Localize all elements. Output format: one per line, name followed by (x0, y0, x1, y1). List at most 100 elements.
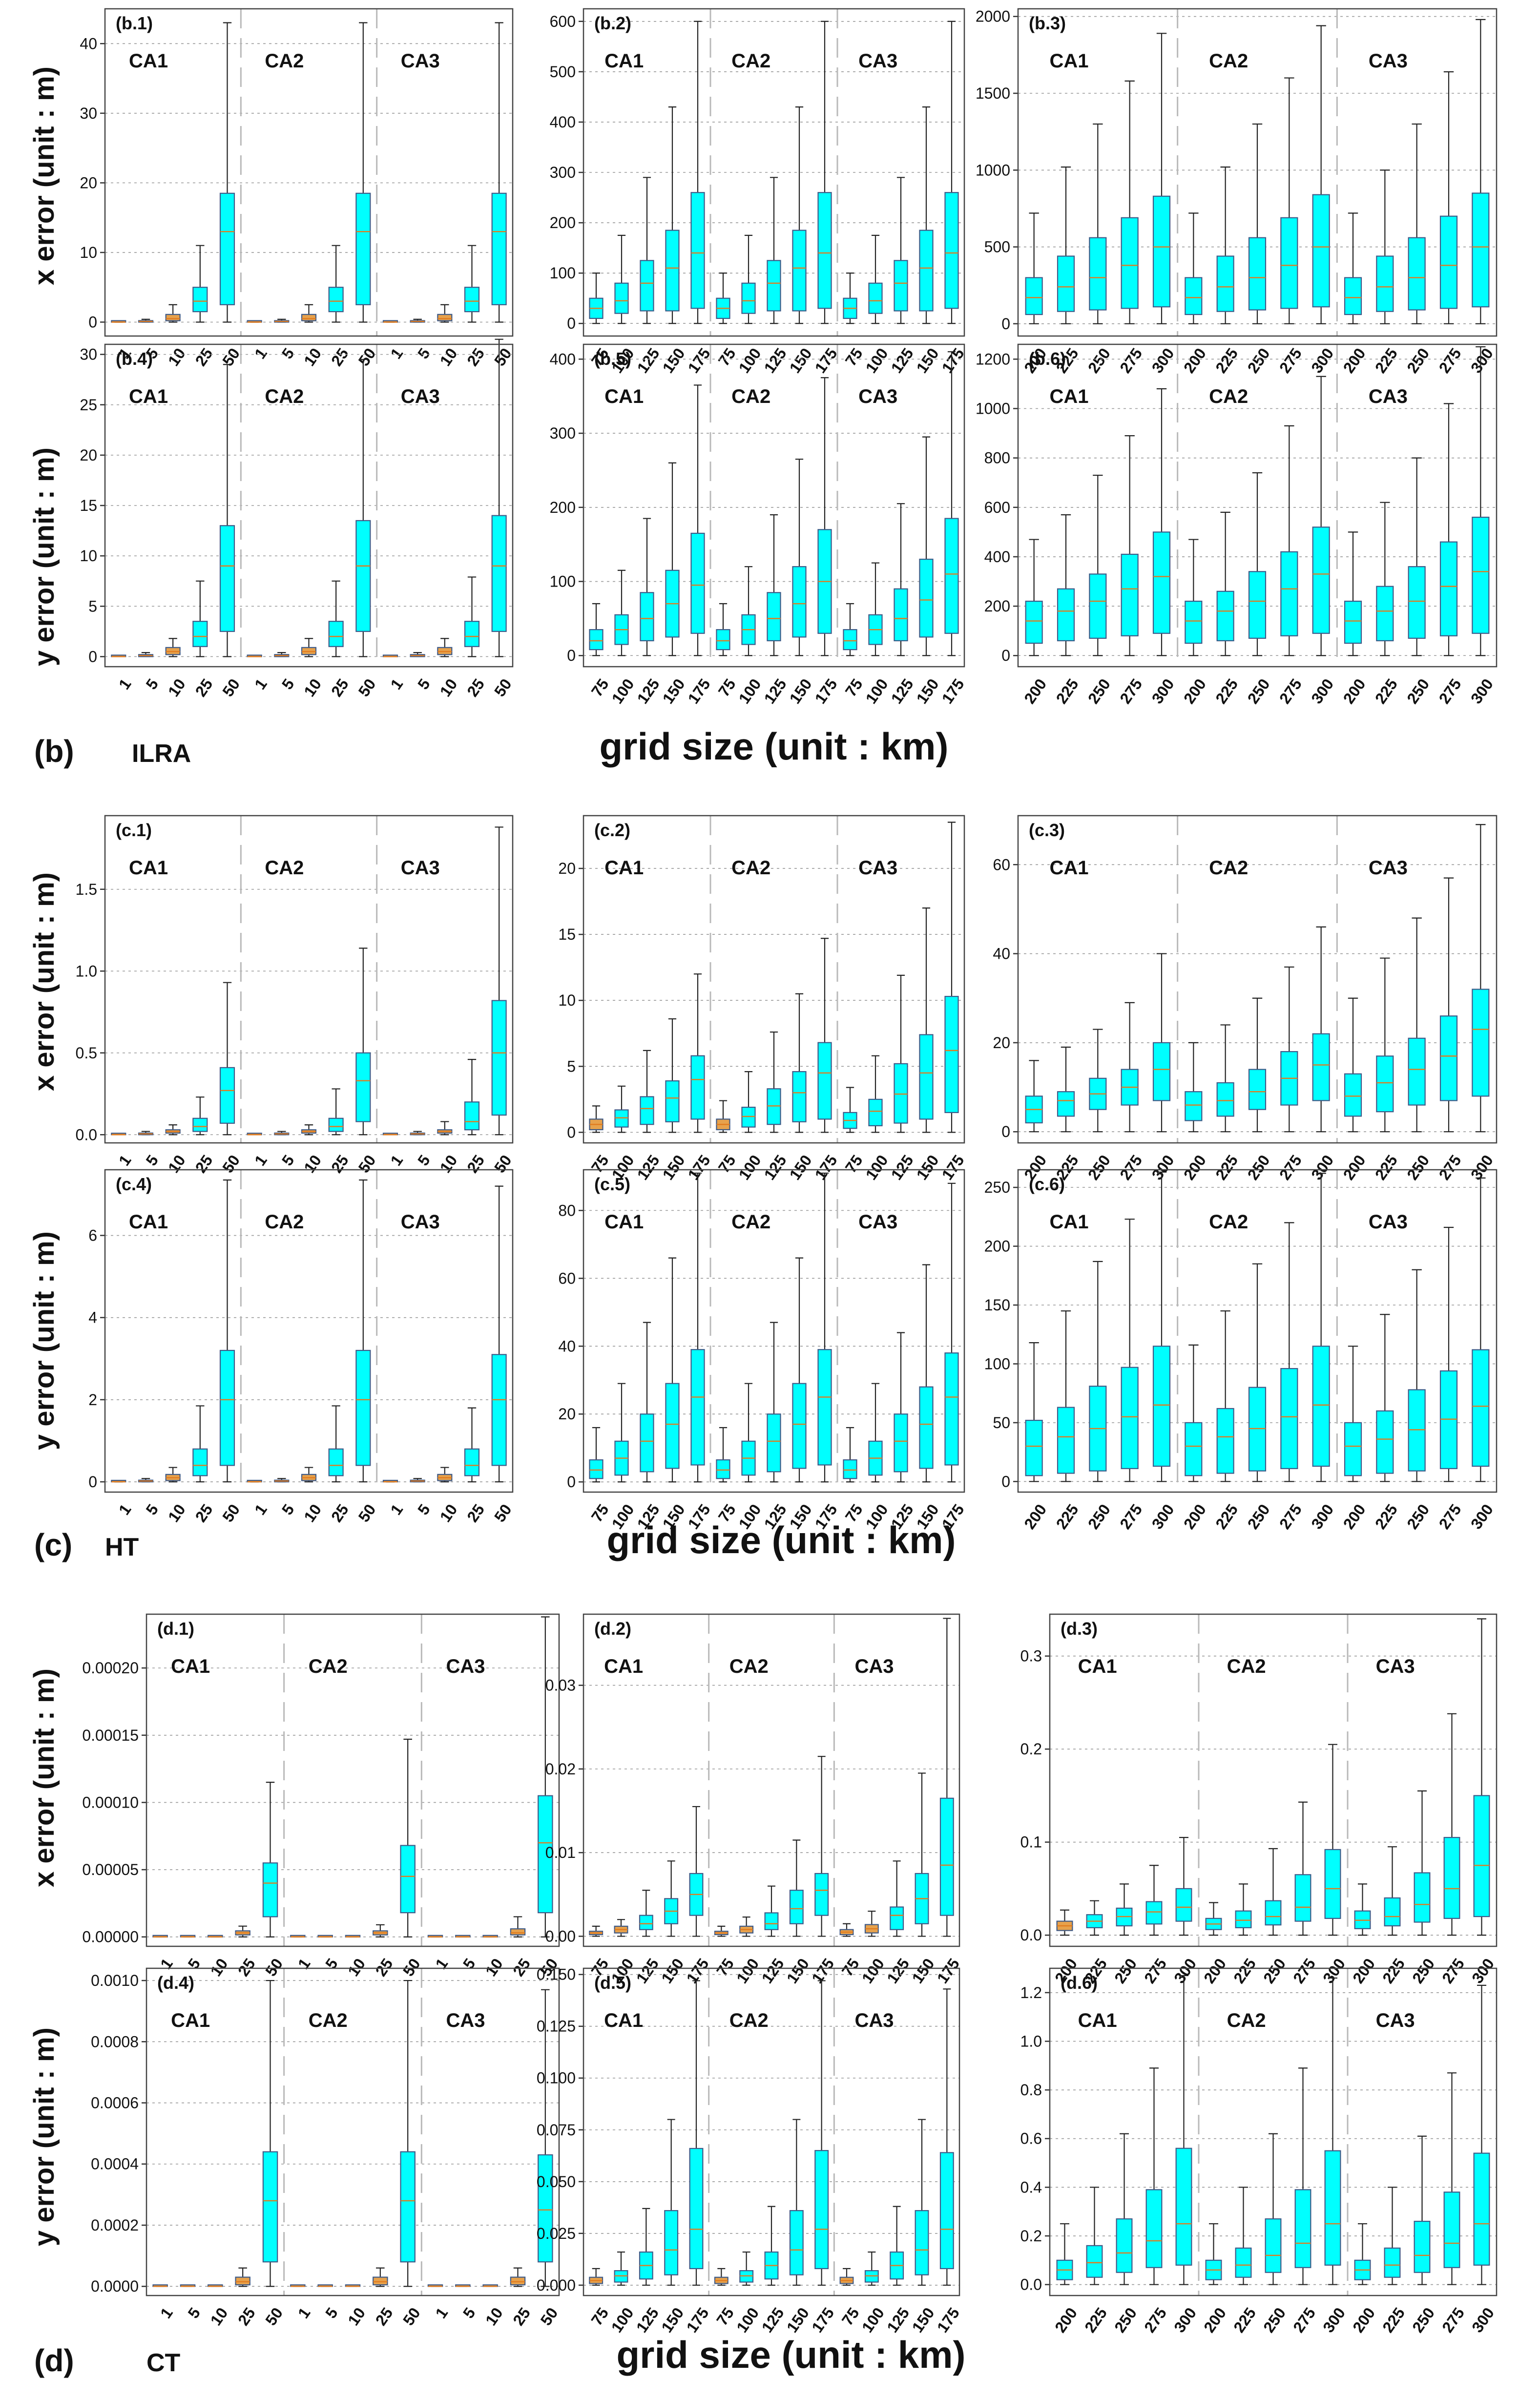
boxplot-box (247, 320, 262, 323)
x-tick-label: 5 (414, 675, 434, 693)
group-label-ca3: CA3 (446, 1656, 485, 1677)
x-tick-label: 25 (463, 345, 488, 369)
group-label-ca3: CA3 (1369, 1211, 1408, 1233)
boxplot-box (165, 638, 181, 657)
boxplot-box (789, 1839, 804, 1937)
iqr-box (690, 1349, 705, 1466)
y-tick-label: 0.8 (1020, 2081, 1042, 2099)
x-tick-label: 25 (509, 2304, 534, 2329)
boxplot-box (247, 1133, 262, 1136)
boxplot-box (262, 1980, 278, 2287)
group-label-ca3: CA3 (401, 1211, 440, 1233)
iqr-box (1185, 600, 1203, 644)
iqr-box (767, 260, 781, 312)
y-tick-label: 20 (993, 1034, 1010, 1052)
boxplot-box (716, 273, 730, 324)
panel-label: (b.6) (1029, 349, 1066, 369)
boxplot-box (192, 580, 208, 657)
iqr-box (1376, 255, 1394, 312)
iqr-box (939, 1797, 954, 1916)
panel-label: (d.5) (594, 1973, 631, 1993)
y-tick-label: 2 (88, 1391, 97, 1409)
y-tick-label: 0.5 (76, 1044, 97, 1062)
x-tick-label: 200 (1200, 1955, 1229, 1986)
boxplot-box (944, 1182, 959, 1483)
boxplot-box (510, 2267, 526, 2287)
y-tick-label: 0.0000 (91, 2277, 139, 2295)
x-tick-label: 125 (888, 1152, 917, 1183)
group-label-ca1: CA1 (604, 2010, 643, 2031)
boxplot-box (317, 2284, 333, 2287)
boxplot-box (919, 106, 934, 324)
x-tick-label: 5 (459, 1955, 479, 1972)
iqr-box (1057, 588, 1075, 641)
boxplot-box (817, 377, 832, 656)
boxplot-box (739, 2251, 754, 2286)
boxplot-box (219, 364, 235, 657)
boxplot-box (716, 1100, 730, 1133)
boxplot-box (839, 1923, 854, 1937)
iqr-box (915, 2210, 929, 2276)
x-tick-label: 200 (1340, 345, 1369, 376)
x-tick-label: 1 (294, 1955, 314, 1972)
iqr-box (868, 282, 883, 314)
x-tick-label: 225 (1053, 1501, 1082, 1532)
x-tick-label: 300 (1467, 1501, 1497, 1532)
y-tick-label: 0.0 (76, 1126, 97, 1143)
iqr-box (510, 1928, 526, 1936)
x-tick-label: 10 (165, 1501, 189, 1525)
group-label-ca2: CA2 (1227, 1656, 1266, 1677)
boxplot-box (382, 1133, 398, 1136)
boxplot-box (714, 1925, 728, 1937)
iqr-box (789, 1890, 804, 1924)
x-tick-label: 300 (1308, 1152, 1337, 1183)
x-tick-label: 50 (399, 1955, 424, 1980)
x-tick-label: 175 (938, 1152, 968, 1183)
x-tick-label: 50 (219, 1152, 243, 1176)
x-tick-label: 150 (786, 675, 815, 707)
boxplot-box (1089, 1029, 1107, 1133)
y-tick-label: 0.050 (537, 2173, 576, 2191)
x-tick-label: 150 (913, 675, 942, 707)
boxplot-box (1312, 376, 1330, 656)
section-label-d: (d) (34, 2343, 74, 2378)
x-tick-label: 150 (909, 1955, 938, 1986)
boxplot-box (915, 1772, 929, 1937)
iqr-box (1216, 255, 1234, 312)
x-tick-label: 125 (758, 1955, 788, 1986)
iqr-box (1439, 1370, 1458, 1469)
group-label-ca3: CA3 (858, 857, 897, 879)
y-error-axis-label: y error (unit : m) (28, 2027, 60, 2246)
boxplot-box (410, 652, 425, 657)
y-tick-label: 0 (88, 648, 97, 665)
iqr-box (919, 558, 934, 638)
x-tick-label: 150 (913, 345, 942, 376)
boxplot-box (1025, 539, 1043, 656)
iqr-box (1121, 217, 1139, 309)
x-tick-label: 25 (192, 345, 216, 369)
iqr-box (665, 1383, 680, 1469)
iqr-box (939, 2152, 954, 2269)
iqr-box (328, 1448, 344, 1476)
x-tick-label: 300 (1319, 2304, 1349, 2336)
boxplot-box (589, 2268, 604, 2286)
group-label-ca1: CA1 (1078, 1656, 1117, 1677)
y-tick-label: 15 (558, 926, 576, 943)
x-tick-label: 1 (157, 2304, 176, 2321)
y-tick-label: 600 (984, 499, 1010, 516)
y-tick-label: 0.0010 (91, 1972, 139, 1989)
y-tick-label: 800 (984, 449, 1010, 467)
x-tick-label: 100 (735, 1152, 765, 1183)
x-tick-label: 175 (934, 1955, 963, 1986)
x-tick-label: 100 (862, 675, 892, 707)
y-error-axis-label: y error (unit : m) (28, 447, 60, 666)
plot-frame (146, 1613, 560, 1947)
boxplot-box (290, 2284, 306, 2287)
boxplot-box (464, 1407, 480, 1483)
x-tick-label: 5 (414, 345, 434, 362)
iqr-box (1057, 255, 1075, 312)
iqr-box (400, 2151, 416, 2263)
boxplot-box (345, 1935, 361, 1938)
boxplot-box (767, 1031, 781, 1133)
